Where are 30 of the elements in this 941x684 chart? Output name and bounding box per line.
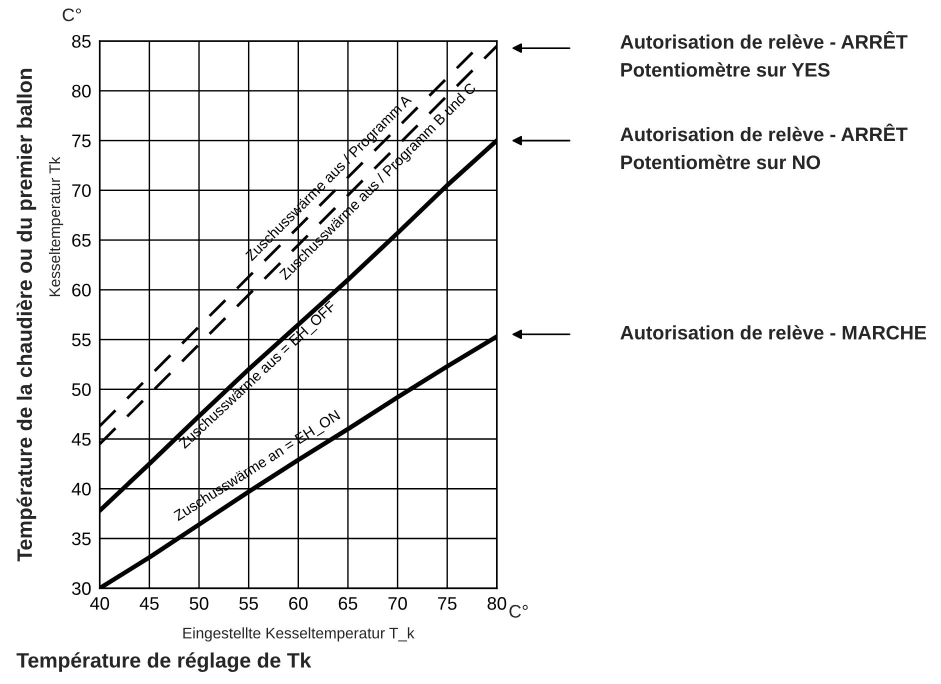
y-tick-label: 85 (72, 34, 91, 48)
y-tick-label: 70 (72, 184, 91, 197)
x-axis-title: Eingestellte Kesseltemperatur T_k (183, 627, 415, 642)
x-tick-label: 75 (438, 597, 456, 610)
y-tick-label: 35 (72, 532, 91, 546)
x-tick-label: 60 (289, 597, 308, 610)
x-tick-label: 80 (488, 597, 506, 610)
text: Température de réglage de Tk (16, 652, 312, 672)
text: Kesseltemperatur Tk (48, 156, 64, 296)
text: Autorisation de relève - ARRÊT Potentiomètre sur NO (620, 124, 908, 170)
y-tick-label: 80 (72, 84, 91, 98)
y-tick-label: 60 (72, 284, 91, 296)
y-tick-label: 75 (72, 134, 91, 148)
x-tick-label: 40 (90, 597, 110, 610)
text: Autorisation de relève - MARCHE (620, 325, 926, 340)
y-tick-label: 65 (72, 234, 91, 247)
y-tick-label: 30 (72, 582, 91, 595)
y-axis-title: Température de la chaudière ou du premier ballon (16, 68, 36, 562)
y-tick-label: 50 (72, 383, 91, 396)
y-tick-label: 40 (72, 482, 91, 496)
x-tick-label: 70 (388, 597, 407, 610)
text: C° (509, 604, 528, 618)
y-tick-label: 55 (72, 334, 91, 346)
text: Autorisation de relève - ARRÊT Potentiomètre sur YES (620, 31, 908, 77)
x-tick-label: 50 (190, 597, 208, 610)
text: C° (62, 8, 81, 22)
x-tick-label: 65 (338, 597, 358, 610)
x-tick-label: 45 (140, 597, 159, 610)
y-tick-label: 45 (72, 433, 91, 446)
x-tick-label: 55 (239, 597, 258, 610)
